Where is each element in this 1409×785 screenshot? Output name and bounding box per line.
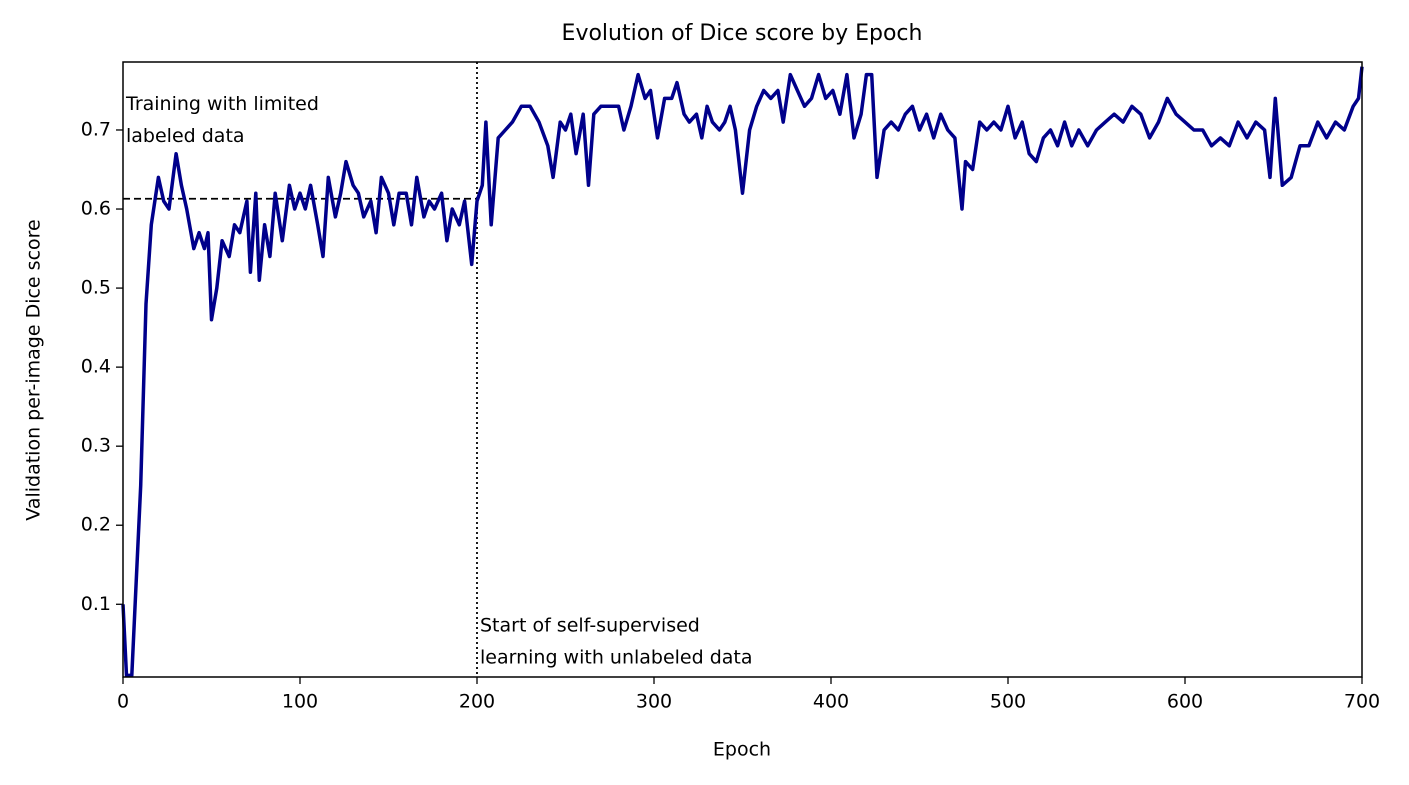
y-axis-label: Validation per-image Dice score	[23, 219, 45, 520]
x-tick-label: 300	[636, 691, 672, 713]
x-axis-label: Epoch	[713, 739, 771, 761]
data-line	[121, 66, 1364, 678]
annotation: Training with limited	[125, 93, 319, 115]
y-tick-label: 0.5	[81, 277, 111, 299]
x-tick-label: 700	[1344, 691, 1380, 713]
x-tick-label: 400	[813, 691, 849, 713]
y-tick-label: 0.7	[81, 118, 111, 140]
annotation: labeled data	[126, 125, 245, 147]
x-tick-label: 100	[282, 691, 318, 713]
x-tick-label: 600	[1167, 691, 1203, 713]
x-tick-label: 0	[117, 691, 129, 713]
y-tick-label: 0.1	[81, 593, 111, 615]
plot-frame	[122, 61, 1363, 678]
annotation: Start of self-supervised	[480, 615, 700, 637]
x-tick-label: 500	[990, 691, 1026, 713]
x-tick-label: 200	[459, 691, 495, 713]
y-tick-label: 0.2	[81, 514, 111, 536]
chart-title: Evolution of Dice score by Epoch	[562, 21, 923, 46]
annotation: learning with unlabeled data	[480, 647, 753, 669]
y-tick-label: 0.3	[81, 435, 111, 457]
y-tick-label: 0.6	[81, 198, 111, 220]
y-tick-label: 0.4	[81, 356, 111, 378]
